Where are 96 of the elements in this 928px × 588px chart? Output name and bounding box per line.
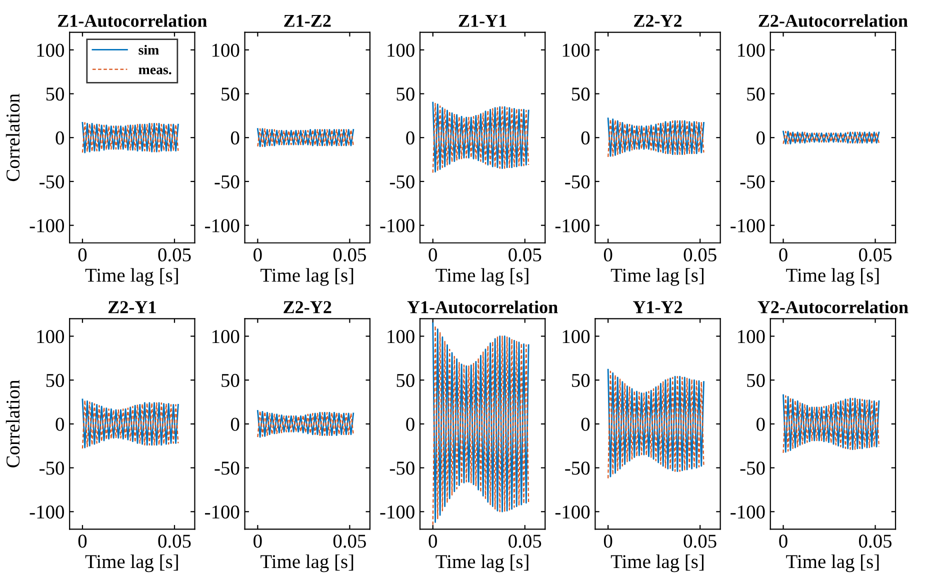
y-tick-label: -50 xyxy=(214,175,240,188)
y-tick-label: -50 xyxy=(40,462,64,475)
y-tick-label: 100 xyxy=(738,44,765,57)
line-series xyxy=(782,130,880,144)
y-tick-label: -50 xyxy=(565,462,590,475)
y-tick-label: 50 xyxy=(396,374,414,388)
y-tick-label: 50 xyxy=(747,374,765,388)
y-tick-label: 50 xyxy=(396,88,414,101)
x-axis-title: Time lag [s] xyxy=(786,268,879,286)
y-tick-label: -100 xyxy=(730,219,765,232)
y-tick-label: 50 xyxy=(222,88,240,101)
y-tick-label: 0 xyxy=(230,131,240,145)
y-axis-title: Correlation xyxy=(6,380,20,468)
y-tick-label: 0 xyxy=(756,418,765,431)
x-tick-label: 0.05 xyxy=(859,534,892,548)
x-tick-label: 0.05 xyxy=(684,534,716,548)
x-tick-label: 0.05 xyxy=(158,248,191,262)
y-tick-label: 0 xyxy=(756,131,765,145)
y-tick-label: 100 xyxy=(388,44,414,57)
x-tick-label: 0 xyxy=(78,534,87,548)
y-tick-label: 50 xyxy=(572,374,590,388)
y-tick-label: 0 xyxy=(406,131,414,145)
x-tick-label: 0 xyxy=(604,534,612,548)
x-axis-title: Time lag [s] xyxy=(85,268,178,286)
x-axis-title: Time lag [s] xyxy=(260,554,354,572)
x-tick-label: 0 xyxy=(78,248,87,262)
x-tick-label: 0.05 xyxy=(859,248,892,262)
y-tick-label: 0 xyxy=(581,418,590,431)
x-axis-title: Time lag [s] xyxy=(260,268,354,286)
x-tick-label: 0 xyxy=(254,248,262,262)
y-tick-label: -100 xyxy=(730,505,765,519)
chart-title: Z2-Y2 xyxy=(634,14,682,27)
y-tick-label: 100 xyxy=(562,330,590,344)
y-tick-label: 0 xyxy=(56,131,64,145)
y-tick-label: 100 xyxy=(562,44,590,57)
chart-title: Z1-Y1 xyxy=(458,14,506,27)
x-axis-title: Time lag [s] xyxy=(85,554,178,572)
x-tick-label: 0 xyxy=(779,534,788,548)
x-tick-label: 0.05 xyxy=(508,534,542,548)
y-tick-label: 100 xyxy=(738,330,765,344)
y-tick-label: 0 xyxy=(581,131,590,145)
y-tick-label: -100 xyxy=(555,219,590,232)
y-tick-label: -100 xyxy=(380,219,414,232)
x-tick-label: 0 xyxy=(779,248,788,262)
y-tick-label: 0 xyxy=(230,418,240,431)
y-tick-label: -50 xyxy=(565,175,590,188)
x-tick-label: 0.05 xyxy=(333,248,366,262)
y-tick-label: 100 xyxy=(37,44,64,57)
y-tick-label: -100 xyxy=(205,505,240,519)
y-tick-label: 100 xyxy=(212,330,240,344)
y-tick-label: 100 xyxy=(212,44,240,57)
y-tick-label: -50 xyxy=(390,462,414,475)
chart-title: Z2-Y1 xyxy=(108,301,156,314)
chart-title: Y1-Y2 xyxy=(633,301,682,314)
y-tick-label: 100 xyxy=(388,330,414,344)
line-series xyxy=(82,122,179,154)
legend-label: meas. xyxy=(138,68,172,74)
y-tick-label: 50 xyxy=(222,374,240,388)
y-tick-label: 0 xyxy=(56,418,64,431)
x-tick-label: 0 xyxy=(604,248,612,262)
y-tick-label: 50 xyxy=(572,88,590,101)
x-tick-label: 0 xyxy=(428,248,437,262)
y-tick-label: 50 xyxy=(46,374,64,388)
y-tick-label: -100 xyxy=(555,505,590,519)
x-tick-label: 0.05 xyxy=(158,534,191,548)
y-tick-label: 0 xyxy=(406,418,414,431)
y-tick-label: 100 xyxy=(37,330,64,344)
x-tick-label: 0 xyxy=(428,534,437,548)
y-tick-label: -100 xyxy=(380,505,414,519)
y-tick-label: -100 xyxy=(30,505,64,519)
chart-title: Z1-Autocorrelation xyxy=(58,14,207,28)
y-tick-label: -50 xyxy=(40,175,64,188)
x-axis-title: Time lag [s] xyxy=(786,554,879,572)
y-axis-title: Correlation xyxy=(6,94,20,182)
x-tick-label: 0.05 xyxy=(684,248,716,262)
x-axis-title: Time lag [s] xyxy=(436,554,528,572)
chart-title: Z2-Y2 xyxy=(284,301,332,314)
chart-title: Z1-Z2 xyxy=(284,14,331,27)
x-tick-label: 0.05 xyxy=(333,534,366,548)
chart-title: Y2-Autocorrelation xyxy=(758,300,908,314)
y-tick-label: 50 xyxy=(747,88,765,101)
x-axis-title: Time lag [s] xyxy=(610,554,704,572)
y-tick-label: -100 xyxy=(205,219,240,232)
y-tick-label: -100 xyxy=(30,219,64,232)
legend-label: sim xyxy=(138,44,159,55)
chart-title: Z2-Autocorrelation xyxy=(758,14,908,28)
x-tick-label: 0.05 xyxy=(508,248,542,262)
y-tick-label: -50 xyxy=(214,462,240,475)
x-tick-label: 0 xyxy=(254,534,262,548)
y-tick-label: -50 xyxy=(740,462,765,475)
x-axis-title: Time lag [s] xyxy=(610,268,704,286)
chart-title: Y1-Autocorrelation xyxy=(407,300,558,314)
x-axis-title: Time lag [s] xyxy=(436,268,528,286)
y-tick-label: -50 xyxy=(390,175,414,188)
y-tick-label: 50 xyxy=(46,88,64,101)
y-tick-label: -50 xyxy=(740,175,765,188)
